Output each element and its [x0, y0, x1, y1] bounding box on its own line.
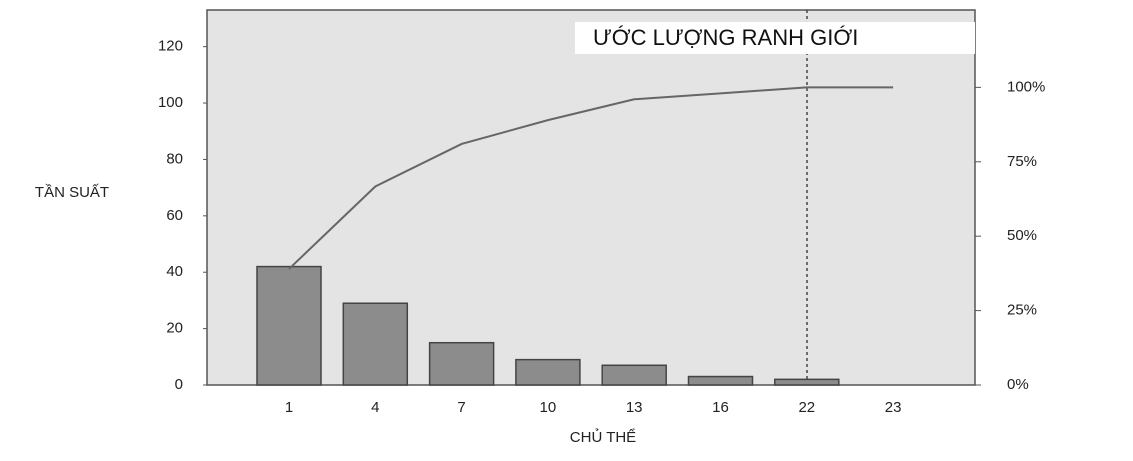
bar: [342, 302, 409, 386]
x-tick-label: 22: [798, 399, 815, 416]
y-tick-label: 80: [166, 150, 183, 167]
y-tick-label: 20: [166, 320, 183, 337]
y-tick-label: 0: [175, 376, 183, 393]
y2-tick-label: 50%: [1007, 227, 1037, 244]
x-tick-label: 23: [885, 399, 902, 416]
plot-area: [206, 9, 976, 386]
y-tick-label: 40: [166, 263, 183, 280]
y2-tick-label: 75%: [1007, 153, 1037, 170]
annotation: ƯỚC LƯỢNG RANH GIỚI: [593, 25, 858, 50]
x-tick-label: 7: [457, 399, 465, 416]
annotation-box: [575, 22, 975, 54]
y-axis-label: TẦN SUẤT: [35, 184, 109, 201]
bar: [515, 358, 581, 386]
bar: [428, 341, 495, 386]
bar: [601, 364, 667, 386]
y2-tick-label: 100%: [1007, 78, 1045, 95]
bar: [687, 375, 754, 386]
y-tick-label: 120: [158, 38, 183, 55]
y2-tick-label: 0%: [1007, 376, 1029, 393]
x-tick-label: 1: [285, 399, 293, 416]
x-tick-label: 16: [712, 399, 729, 416]
x-tick-label: 10: [540, 399, 557, 416]
x-axis-label: CHỦ THỂ: [570, 428, 636, 446]
bar: [256, 265, 322, 386]
cumulative-line: [288, 86, 894, 270]
bar: [774, 378, 840, 386]
y-tick-label: 100: [158, 94, 183, 111]
y-tick-label: 60: [166, 207, 183, 224]
x-tick-label: 13: [626, 399, 643, 416]
x-tick-label: 4: [371, 399, 379, 416]
y2-tick-label: 25%: [1007, 302, 1037, 319]
